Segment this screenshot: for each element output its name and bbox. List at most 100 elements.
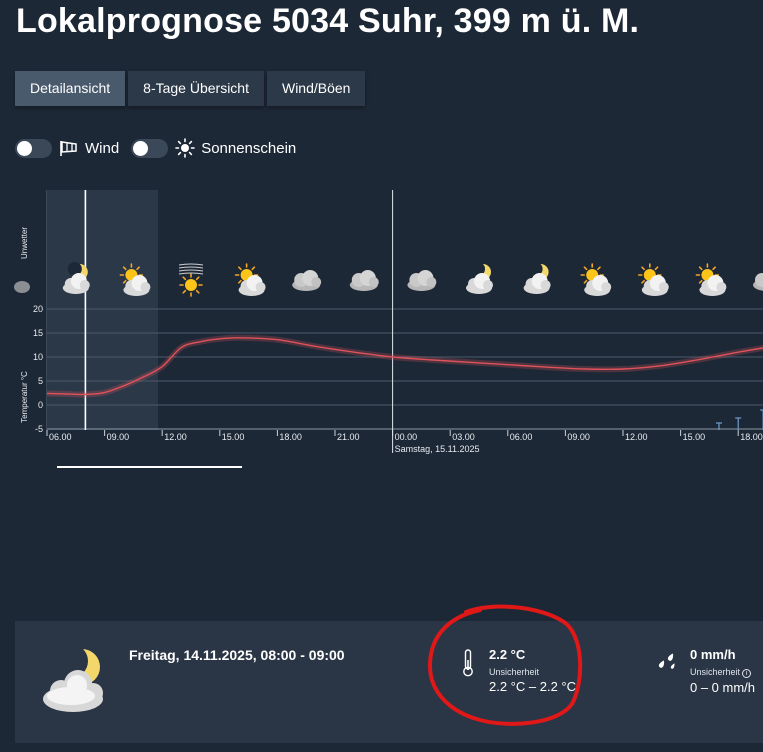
sun-cloud-icon: [234, 263, 266, 296]
sun-ray: [238, 266, 242, 271]
sun-ray: [583, 266, 588, 271]
y-tick-label: 15: [33, 328, 43, 338]
red-circle-annotation: [427, 604, 583, 726]
layer-toggles: Wind Sonnenschein: [15, 138, 308, 158]
cloud-icon: [349, 270, 379, 291]
page-title: Lokalprognose 5034 Suhr, 399 m ü. M.: [16, 2, 640, 40]
sun-ray: [641, 279, 645, 284]
precipitation-range: 0 – 0 mm/h: [690, 680, 756, 695]
sun-cloud-icon: [695, 263, 727, 296]
x-tick-label: 00.00: [395, 432, 418, 442]
x-tick-label: 18.00: [740, 432, 763, 442]
cloud-part: [716, 282, 727, 292]
sun-ray: [136, 266, 140, 271]
x-tick-label: 12.00: [625, 432, 648, 442]
sun-ray: [698, 266, 703, 271]
cloud-icon: [292, 270, 322, 291]
sun-ray: [251, 266, 256, 271]
cloud-part: [658, 282, 669, 292]
precipitation-value: 0 mm/h: [690, 647, 736, 662]
sun-ray: [583, 279, 588, 284]
wind-toggle[interactable]: [15, 138, 52, 158]
moon-cloud-icon: [523, 262, 551, 294]
fog-line: [178, 263, 204, 266]
wind-toggle-label: Wind: [85, 139, 120, 157]
y-tick-label: 5: [38, 376, 43, 386]
cloud-part: [483, 280, 493, 290]
sun-ray: [182, 289, 187, 294]
fog-line: [178, 269, 204, 272]
sonnenschein-toggle[interactable]: [131, 138, 169, 158]
y-tick-label: 0: [38, 400, 43, 410]
sun-ray: [195, 276, 200, 281]
temperature-range: 2.2 °C – 2.2 °C: [489, 679, 576, 694]
cloud-part: [540, 280, 551, 290]
raindrops-icon: [656, 651, 678, 676]
temperature-block: 2.2 °C Unsicherheit 2.2 °C – 2.2 °C: [489, 647, 576, 694]
y-tick-label: 10: [33, 352, 43, 362]
moon-cloud-icon: [62, 262, 90, 294]
x-tick-label: 06.00: [49, 432, 72, 442]
cloud-part: [755, 273, 763, 287]
x-tick-label: 09.00: [107, 432, 130, 442]
cloud-icon: [753, 273, 763, 291]
toggle-knob: [133, 140, 149, 156]
tab-detailansicht[interactable]: Detailansicht: [15, 71, 126, 106]
thermometer-icon: [462, 649, 474, 682]
sun-disc: [185, 279, 197, 291]
temperature-value: 2.2 °C: [489, 647, 526, 662]
y-tick-label: 20: [33, 304, 43, 314]
sun-ray: [122, 266, 127, 271]
x-tick-label: 12.00: [164, 432, 187, 442]
moon-cloud-icon: [466, 262, 493, 294]
x-tick-label: 18.00: [279, 432, 302, 442]
sun-ray: [238, 279, 242, 284]
sun-ray: [597, 266, 601, 271]
moon-cloud-icon: [35, 639, 113, 722]
cloud-part: [14, 281, 30, 293]
cloud-part: [255, 282, 266, 292]
tab-8-tage-uebersicht[interactable]: 8-Tage Übersicht: [128, 71, 264, 106]
detail-date: Freitag, 14.11.2025, 08:00 - 09:00: [129, 647, 345, 663]
info-icon[interactable]: i: [742, 669, 752, 678]
temperature-chart[interactable]: 20 15 10 5 0 -5 Temperatur °C Unwetter 06.00 09.0…: [0, 185, 763, 465]
cloud-part: [368, 277, 379, 287]
sun-ray: [654, 266, 659, 271]
moon-shadow: [528, 262, 543, 276]
view-tabs: Detailansicht 8-Tage Übersicht Wind/Böen: [15, 71, 366, 106]
fog-line: [178, 272, 204, 275]
precipitation-uncertainty-row: Unsicherheit i: [690, 667, 755, 678]
windsock-icon: [59, 139, 79, 157]
sonnenschein-toggle-label: Sonnenschein: [201, 139, 297, 157]
x-tick-label: 15.00: [683, 432, 706, 442]
toggle-knob: [17, 140, 32, 156]
sun-cloud-icon: [637, 263, 669, 296]
sun-rays: [637, 263, 662, 287]
sun-cloud-icon: [119, 263, 151, 296]
past-period-shade: [47, 190, 158, 430]
cloud-part: [426, 277, 437, 287]
cloud-icon: [14, 281, 30, 293]
detail-panel: Freitag, 14.11.2025, 08:00 - 09:00 2.2 °…: [15, 621, 763, 743]
sun-ray: [122, 279, 127, 284]
unwetter-row-label: Unwetter: [20, 227, 29, 259]
moon-shadow: [67, 262, 82, 276]
day-label: Samstag, 15.11.2025: [395, 444, 480, 454]
sun-ray: [195, 289, 200, 294]
sun-ray: [698, 279, 703, 284]
x-tick-label: 15.00: [222, 432, 245, 442]
precipitation-block: 0 mm/h Unsicherheit i 0 – 0 mm/h: [690, 647, 755, 695]
sun-rays: [179, 273, 203, 297]
sun-ray: [712, 266, 716, 271]
x-tick-label: 06.00: [510, 432, 533, 442]
cloud-part: [140, 282, 151, 292]
sun-fog-icon: [178, 263, 204, 297]
precipitation-uncertainty-label: Unsicherheit: [690, 667, 741, 677]
chart-scroll-indicator[interactable]: [57, 466, 242, 468]
sun-ray: [182, 276, 187, 281]
y-tick-label: -5: [35, 424, 43, 434]
cloud-icon: [407, 270, 437, 291]
x-tick-label: 03.00: [452, 432, 475, 442]
y-axis-label: Temperatur °C: [20, 371, 29, 423]
tab-wind-boeen[interactable]: Wind/Böen: [266, 71, 366, 106]
